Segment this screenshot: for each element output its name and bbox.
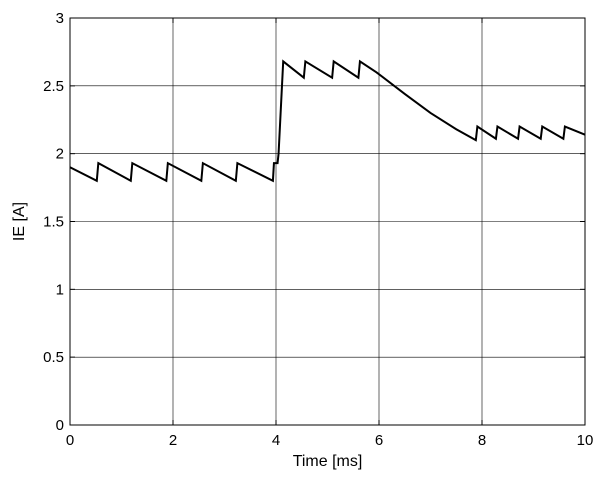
x-tick-label: 4 [272, 432, 280, 449]
x-ticks: 0 2 4 6 8 10 [66, 18, 594, 449]
y-tick-label: 2 [56, 146, 64, 163]
y-tick-label: 3 [56, 10, 64, 27]
y-axis-title: IE [A] [11, 202, 28, 241]
y-tick-label: 1 [56, 281, 64, 298]
y-tick-label: 1.5 [43, 214, 64, 231]
x-tick-label: 0 [66, 432, 74, 449]
y-tick-label: 0 [56, 417, 64, 434]
grid [70, 18, 585, 425]
x-tick-label: 2 [169, 432, 177, 449]
series-line [69, 59, 586, 183]
y-ticks: 0 0.5 1 1.5 2 2.5 3 [43, 10, 585, 434]
y-tick-label: 2.5 [43, 78, 64, 95]
series-layer [69, 59, 586, 183]
x-axis-title: Time [ms] [293, 453, 363, 470]
x-tick-label: 10 [577, 432, 594, 449]
x-tick-label: 8 [478, 432, 486, 449]
y-tick-label: 0.5 [43, 349, 64, 366]
x-tick-label: 6 [375, 432, 383, 449]
